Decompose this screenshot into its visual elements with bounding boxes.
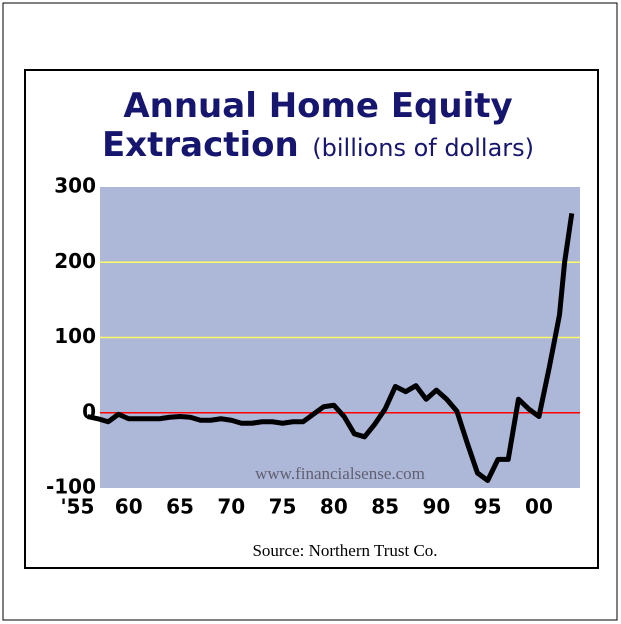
- chart-title-line2: Extraction (billions of dollars): [102, 125, 534, 165]
- x-tick-label: 00: [525, 495, 553, 519]
- y-tick-label: 200: [54, 249, 96, 273]
- x-tick-label: 95: [474, 495, 502, 519]
- y-tick-label: 100: [54, 324, 96, 348]
- x-tick-label: 85: [371, 495, 399, 519]
- x-tick-label: 90: [422, 495, 450, 519]
- source: Source: Northern Trust Co.: [252, 541, 437, 560]
- x-tick-label: 80: [320, 495, 348, 519]
- data-line: [87, 212, 575, 483]
- title-line2: Extraction: [102, 125, 299, 165]
- x-tick-label: 60: [115, 495, 143, 519]
- x-tick-label: 70: [217, 495, 245, 519]
- chart-title: Annual Home Equity: [123, 86, 512, 126]
- x-tick-label: 65: [166, 495, 194, 519]
- x-tick-label: 75: [269, 495, 297, 519]
- x-tick-label: '55: [60, 495, 94, 519]
- chart-subtitle: (billions of dollars): [312, 134, 534, 162]
- y-tick-label: -100: [46, 475, 96, 499]
- y-tick-label: 300: [54, 174, 96, 198]
- watermark: www.financialsense.com: [255, 464, 425, 483]
